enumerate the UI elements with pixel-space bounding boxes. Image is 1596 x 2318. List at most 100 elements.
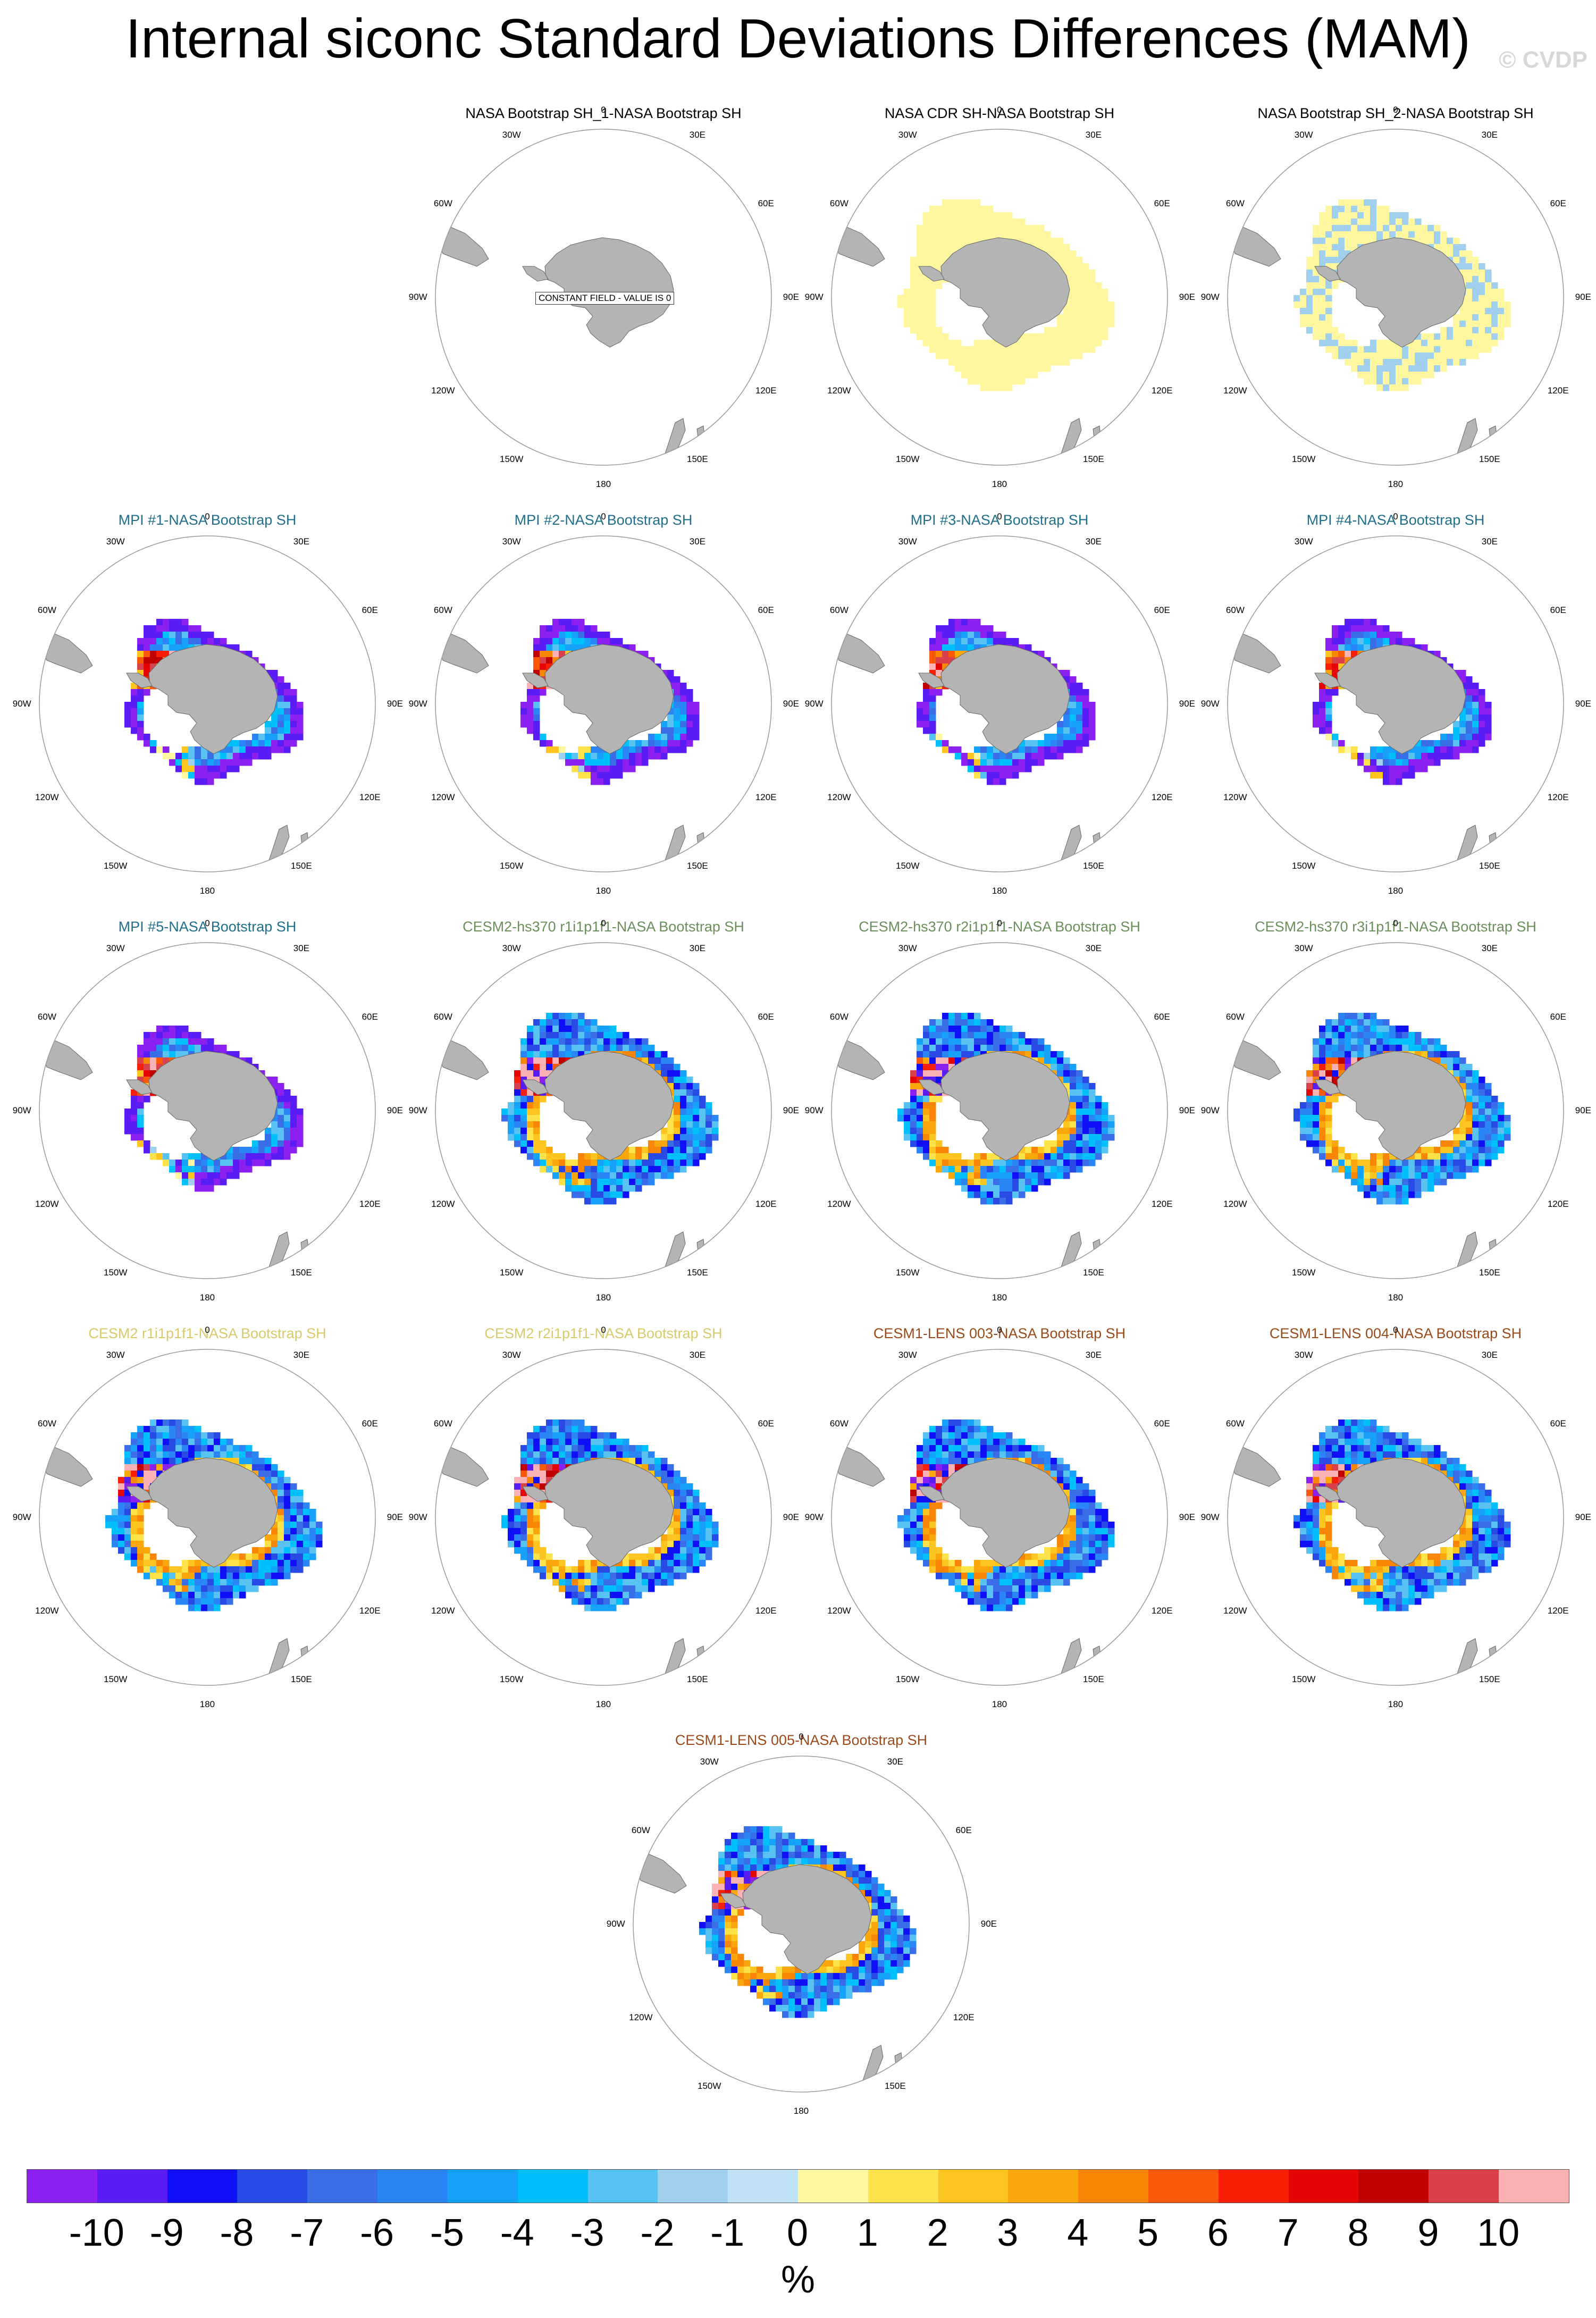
longitude-label: 180 [595,1699,611,1709]
colorbar-swatch [517,2170,588,2203]
longitude-label: 150W [500,1267,524,1278]
longitude-label: 60W [1225,605,1245,615]
longitude-label: 180 [1388,886,1404,896]
colorbar-swatch [447,2170,518,2203]
colorbar-tick-label: -6 [360,2212,394,2254]
longitude-label: 60E [1550,198,1566,208]
map-panel: CESM1-LENS 003-NASA Bootstrap SH 0 30E 60E 9… [805,1324,1195,1728]
panel-title: MPI #5-NASA Bootstrap SH [118,919,297,935]
colorbar-tick-label: 1 [856,2212,878,2254]
antarctica-landmass [940,1051,1070,1161]
longitude-label: 180 [595,886,611,896]
longitude-label: 30W [1294,130,1313,140]
longitude-label: 180 [992,479,1007,489]
longitude-label: 150E [1083,860,1104,871]
longitude-label: 30W [898,943,917,954]
longitude-label: 0 [997,105,1002,115]
longitude-label: 30E [1481,536,1498,547]
longitude-label: 150W [1292,860,1316,871]
panel-title: CESM2-hs370 r3i1p1f1-NASA Bootstrap SH [1255,919,1536,935]
longitude-label: 150E [1083,1674,1104,1684]
longitude-label: 30W [502,1350,521,1360]
longitude-label: 120W [827,1606,851,1616]
antarctic-peninsula [522,1486,549,1502]
longitude-label: 120W [35,1606,59,1616]
map-panel: MPI #3-NASA Bootstrap SH 0 30E 60E 90E 120E 15… [805,510,1195,914]
longitude-label: 120W [1223,1199,1247,1209]
longitude-label: 120E [755,1199,777,1209]
longitude-label: 90W [804,292,824,302]
longitude-label: 180 [1388,1699,1404,1709]
longitude-label: 120E [1547,1199,1569,1209]
antarctica-landmass [1337,237,1466,348]
colorbar-tick-label: -2 [640,2212,675,2254]
longitude-label: 120E [1547,792,1569,802]
antarctica-landmass [1337,1051,1466,1161]
longitude-label: 0 [997,918,1002,928]
longitude-label: 90W [804,1105,824,1115]
longitude-label: 150E [1479,860,1500,871]
longitude-label: 90W [408,292,427,302]
longitude-label: 120E [1151,385,1173,396]
longitude-label: 90E [1179,292,1195,302]
colorbar-tick-label: -7 [290,2212,324,2254]
map-boundary-circle [435,1349,772,1686]
longitude-label: 180 [992,1292,1007,1303]
longitude-label: 60W [1225,198,1245,208]
map-boundary-circle [1227,1349,1564,1686]
longitude-label: 90E [783,1105,799,1115]
map-panel: CESM2-hs370 r2i1p1f1-NASA Bootstrap SH 0 3… [805,917,1195,1321]
longitude-label: 30E [1085,943,1102,954]
longitude-label: 90W [1200,292,1220,302]
antarctic-peninsula [522,1079,549,1095]
panel-title: CESM2 r2i1p1f1-NASA Bootstrap SH [484,1325,723,1341]
antarctica-landmass [940,1457,1070,1568]
colorbar-units: % [780,2258,816,2301]
longitude-label: 30E [1481,130,1498,140]
colorbar-swatch [307,2170,378,2203]
colorbar-tick-label: 3 [997,2212,1019,2254]
longitude-label: 60W [829,1012,849,1022]
longitude-label: 30E [689,1350,705,1360]
longitude-label: 30W [502,536,521,547]
longitude-label: 150E [687,1267,708,1278]
longitude-label: 120E [755,1606,777,1616]
map-boundary-circle [39,942,376,1279]
colorbar-tick-label: -5 [430,2212,464,2254]
longitude-label: 0 [1393,1325,1398,1335]
colorbar-swatch [1499,2170,1569,2203]
colorbar-tick-label: -8 [220,2212,254,2254]
longitude-label: 180 [199,1699,215,1709]
longitude-label: 60W [829,198,849,208]
colorbar-swatch [1429,2170,1499,2203]
sea-ice-difference-cells [917,619,1096,785]
map-panel: MPI #2-NASA Bootstrap SH 0 30E 60E 90E 120E 15… [409,510,799,914]
sea-ice-difference-cells [897,1420,1115,1611]
longitude-label: 120W [431,385,455,396]
longitude-label: 120E [1547,385,1569,396]
longitude-label: 30E [1481,943,1498,954]
colorbar-tick-label: -9 [149,2212,184,2254]
map-boundary-circle [633,1756,970,2093]
panel-title: CESM2 r1i1p1f1-NASA Bootstrap SH [88,1325,326,1341]
constant-field-note: CONSTANT FIELD - VALUE IS 0 [535,292,675,305]
longitude-label: 150W [104,860,128,871]
longitude-label: 180 [1388,1292,1404,1303]
colorbar-tick-label: -3 [570,2212,604,2254]
map-panel: CESM1-LENS 004-NASA Bootstrap SH 0 30E 60E 9… [1201,1324,1591,1728]
colorbar-swatch [237,2170,308,2203]
map-panel: MPI #4-NASA Bootstrap SH 0 30E 60E 90E 120E 15… [1201,510,1591,914]
panel-title: NASA Bootstrap SH_2-NASA Bootstrap SH [1257,105,1534,121]
longitude-label: 0 [997,511,1002,522]
polar-map [1227,535,1564,872]
antarctica-landmass [148,1051,278,1161]
longitude-label: 60W [631,1825,650,1835]
longitude-label: 60W [37,1418,56,1429]
longitude-label: 30E [689,536,705,547]
longitude-label: 90E [387,699,403,709]
longitude-label: 120E [1547,1606,1569,1616]
longitude-label: 90E [1575,1512,1591,1522]
longitude-label: 150W [104,1674,128,1684]
antarctica-landmass [940,644,1070,754]
polar-map [39,1349,376,1686]
